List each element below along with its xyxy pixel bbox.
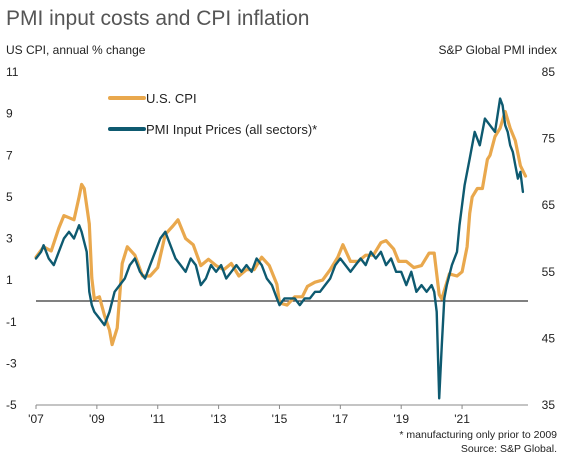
x-axis: '07 '09 '11 '13 '15 '17 '19 '21 — [28, 405, 470, 426]
left-tick-label: -5 — [6, 398, 17, 412]
left-tick-label: 9 — [6, 107, 13, 121]
x-tick-label: '11 — [150, 412, 165, 426]
x-tick-label: '19 — [393, 412, 409, 426]
x-tick-label: '09 — [89, 412, 105, 426]
right-tick-label: 55 — [542, 265, 556, 279]
left-tick-label: 5 — [6, 190, 13, 204]
right-axis-label: S&P Global PMI index — [438, 43, 557, 57]
x-tick-label: '17 — [333, 412, 349, 426]
right-tick-label: 75 — [542, 132, 556, 146]
series-layer — [34, 97, 528, 400]
source-note: Source: S&P Global. — [461, 443, 557, 455]
series-line-cpi — [34, 109, 528, 347]
x-tick-label: '21 — [454, 412, 470, 426]
x-tick-label: '07 — [28, 412, 44, 426]
right-axis-ticks: 85 75 65 55 45 35 — [542, 65, 556, 412]
footnote: * manufacturing only prior to 2009 — [399, 429, 557, 441]
left-tick-label: 1 — [6, 273, 13, 287]
legend-label-cpi: U.S. CPI — [146, 91, 197, 106]
left-axis-label: US CPI, annual % change — [6, 43, 146, 57]
left-tick-label: -1 — [6, 315, 17, 329]
left-tick-label: 3 — [6, 232, 13, 246]
right-tick-label: 35 — [542, 398, 556, 412]
x-tick-label: '13 — [211, 412, 227, 426]
right-tick-label: 45 — [542, 331, 556, 345]
right-tick-label: 85 — [542, 65, 556, 79]
chart-title: PMI input costs and CPI inflation — [6, 7, 310, 30]
left-axis-ticks: 11 9 7 5 3 1 -1 -3 -5 — [6, 65, 19, 412]
legend-label-pmi: PMI Input Prices (all sectors)* — [146, 122, 317, 137]
x-tick-label: '15 — [272, 412, 288, 426]
legend: U.S. CPI PMI Input Prices (all sectors)* — [108, 91, 317, 137]
series-line-pmi — [34, 97, 525, 400]
right-tick-label: 65 — [542, 198, 556, 212]
left-tick-label: -3 — [6, 356, 17, 370]
left-tick-label: 7 — [6, 148, 13, 162]
left-tick-label: 11 — [6, 65, 19, 79]
